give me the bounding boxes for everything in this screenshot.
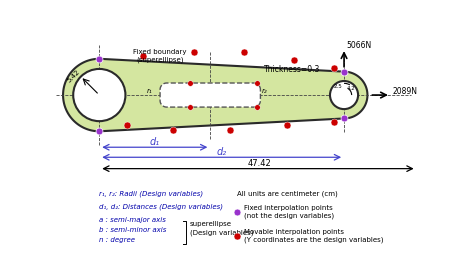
- Text: a : semi-major axis: a : semi-major axis: [100, 217, 166, 223]
- Text: Fixed boundary
(superellipse): Fixed boundary (superellipse): [133, 49, 187, 63]
- Text: (Design variables): (Design variables): [190, 229, 253, 236]
- Polygon shape: [160, 83, 260, 107]
- Text: Movable interpolation points
(Y coordinates are the design variables): Movable interpolation points (Y coordina…: [244, 228, 383, 243]
- Polygon shape: [63, 59, 367, 131]
- Text: d₁, d₂: Distances (Design variables): d₁, d₂: Distances (Design variables): [100, 204, 223, 210]
- Circle shape: [73, 69, 126, 121]
- Text: 2.5: 2.5: [334, 84, 343, 89]
- Text: 2089N: 2089N: [392, 87, 417, 96]
- Text: Fixed interpolation points
(not the design variables): Fixed interpolation points (not the desi…: [244, 205, 334, 219]
- Text: 5.42: 5.42: [66, 69, 81, 84]
- Text: r₁: r₁: [146, 88, 152, 94]
- Text: n : degree: n : degree: [100, 237, 135, 243]
- Text: 4.2: 4.2: [346, 86, 356, 91]
- Text: 5066N: 5066N: [346, 41, 372, 50]
- Circle shape: [330, 81, 358, 109]
- Text: r₁, r₂: Radii (Design variables): r₁, r₂: Radii (Design variables): [100, 190, 203, 197]
- Text: All units are centimeter (cm): All units are centimeter (cm): [237, 190, 338, 197]
- Text: d₂: d₂: [216, 146, 227, 157]
- Text: Thickness=0.3: Thickness=0.3: [264, 65, 320, 74]
- Text: 47.42: 47.42: [248, 159, 272, 168]
- Text: r₂: r₂: [262, 88, 267, 94]
- Text: superellipse: superellipse: [190, 221, 232, 226]
- Text: b : semi-minor axis: b : semi-minor axis: [100, 227, 167, 233]
- Text: d₁: d₁: [149, 136, 160, 146]
